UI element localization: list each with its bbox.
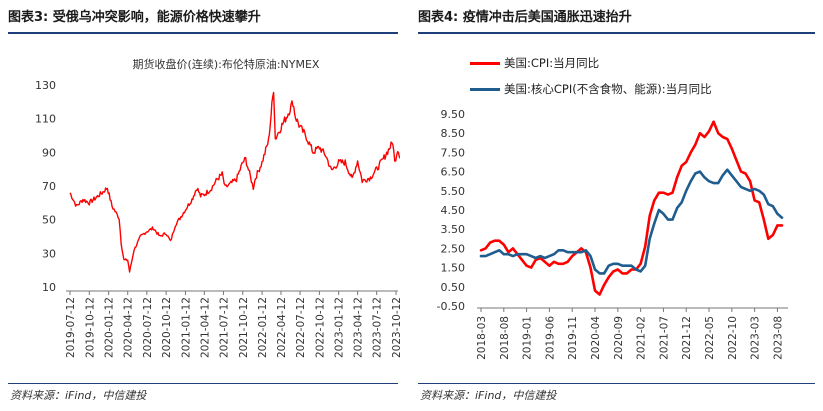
brent-x-tick-label: 2020-01-12 [104,297,116,358]
cpi-x-tick-label: 2023-03 [750,316,762,360]
cpi-y-tick-label: -0.50 [437,300,465,313]
cpi-x-tick-label: 2021-12 [681,316,693,360]
brent-x-tick-label: 2023-07-12 [372,297,384,358]
cpi-x-tick-label: 2023-08 [772,316,784,360]
brent-x-tick-label: 2022-07-12 [295,297,307,358]
brent-y-tick-label: 110 [35,113,56,126]
brent-x-tick-label: 2020-04-12 [123,297,135,358]
cpi-x-tick-label: 2020-04 [590,316,602,360]
cpi-x-tick-label: 2018-03 [476,316,488,360]
brent-x-tick-label: 2019-07-12 [65,297,77,358]
brent-x-tick-label: 2021-07-12 [218,297,230,358]
brent-y-tick-label: 130 [35,79,56,92]
left-footer-divider [8,383,398,384]
cpi-x-tick-label: 2019-01 [522,316,534,360]
cpi-y-tick-label: 4.50 [441,204,466,217]
brent-x-tick-label: 2023-10-12 [391,297,400,358]
brent-x-tick-label: 2021-10-12 [238,297,250,358]
cpi-series-line [479,120,784,296]
left-figure-title: 图表3: 受俄乌冲突影响，能源价格快速攀升 [8,10,261,25]
brent-x-tick-label: 2021-04-12 [199,297,211,358]
cpi-x-tick-label: 2019-06 [544,316,556,360]
right-title-divider [418,32,815,34]
brent-x-tick-label: 2020-07-12 [142,297,154,358]
brent-y-tick-label: 50 [42,214,56,227]
brent-price-line [69,91,400,273]
cpi-legend-swatch [470,61,500,65]
brent-y-tick-label: 90 [42,146,56,159]
core-cpi-legend-swatch [470,87,500,91]
cpi-y-tick-label: 8.50 [441,127,466,140]
left-source-note: 资料来源：iFind，中信建投 [10,389,147,402]
cpi-x-tick-label: 2022-05 [704,316,716,360]
brent-x-tick-label: 2022-10-12 [314,297,326,358]
core-cpi-legend-label: 美国:核心CPI(不含食物、能源):当月同比 [504,82,712,96]
cpi-y-tick-label: 3.50 [441,223,466,236]
brent-x-tick-label: 2021-01-12 [180,297,192,358]
cpi-y-tick-label: 6.50 [441,166,466,179]
right-source-note: 资料来源：iFind，中信建投 [420,389,557,402]
brent-x-tick-label: 2022-01-12 [257,297,269,358]
right-footer-divider [418,383,815,384]
core-cpi-series-line [479,168,784,275]
brent-chart-title: 期货收盘价(连续):布伦特原油:NYMEX [133,57,320,71]
brent-x-tick-label: 2023-01-12 [334,297,346,358]
cpi-y-tick-label: 0.50 [441,281,466,294]
brent-y-tick-label: 10 [42,281,56,294]
cpi-y-tick-label: 9.50 [441,108,466,121]
cpi-y-tick-label: 2.50 [441,242,466,255]
brent-y-tick-label: 70 [42,180,56,193]
legend-item-core-cpi: 美国:核心CPI(不含食物、能源):当月同比 [470,81,712,97]
cpi-y-tick-label: 5.50 [441,185,466,198]
us-cpi-chart: 9.50 8.50 7.50 6.50 5.50 4.50 3.50 2.50 1.50 0.50… [437,108,788,360]
cpi-legend-label: 美国:CPI:当月同比 [504,56,600,70]
cpi-x-tick-label: 2018-08 [499,316,511,360]
brent-x-tick-label: 2023-04-12 [353,297,365,358]
brent-crude-price-chart: 期货收盘价(连续):布伦特原油:NYMEX 10 30 50 70 90 110 130 20… [35,57,400,358]
cpi-y-tick-label: 7.50 [441,146,466,159]
cpi-x-tick-label: 2022-10 [727,316,739,360]
brent-x-tick-label: 2022-04-12 [276,297,288,358]
cpi-x-tick-label: 2020-09 [613,316,625,360]
brent-y-tick-label: 30 [42,247,56,260]
right-figure-title: 图表4: 疫情冲击后美国通胀迅速抬升 [418,10,632,25]
legend-item-cpi: 美国:CPI:当月同比 [470,55,599,71]
cpi-x-tick-label: 2021-02 [636,316,648,360]
brent-x-tick-label: 2020-10-12 [161,297,173,358]
cpi-x-tick-label: 2019-11 [567,316,579,360]
brent-x-tick-label: 2019-10-12 [84,297,96,358]
cpi-x-tick-label: 2021-07 [658,316,670,360]
left-title-divider [8,32,398,34]
cpi-y-tick-label: 1.50 [441,262,466,275]
